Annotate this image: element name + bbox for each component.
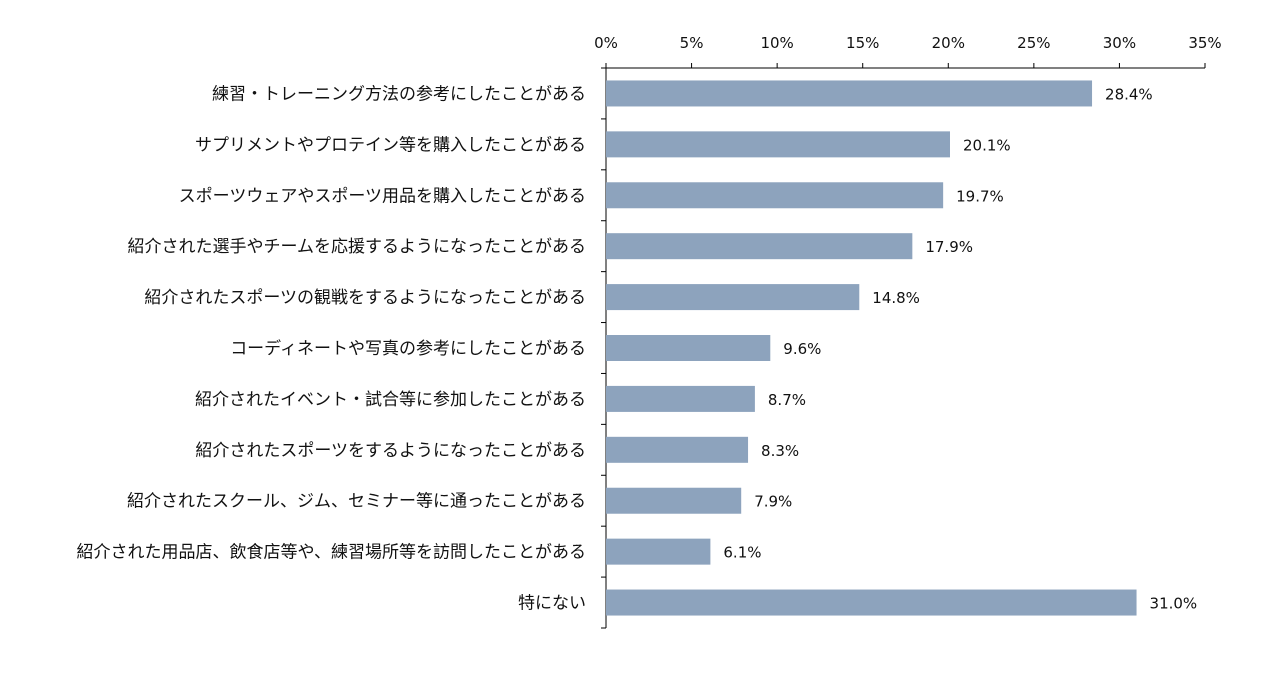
category-label: コーディネートや写真の参考にしたことがある: [230, 338, 586, 359]
bar: [606, 538, 711, 565]
data-label: 17.9%: [925, 238, 973, 256]
x-tick-label: 25%: [1017, 34, 1050, 52]
x-tick-label: 5%: [680, 34, 704, 52]
data-label: 31.0%: [1150, 595, 1198, 613]
data-label: 8.3%: [761, 442, 799, 460]
bar: [606, 589, 1137, 616]
axes-group: 0% 5% 10% 15% 20% 25% 30% 35%: [594, 34, 1222, 629]
bars-group: [606, 80, 1137, 616]
data-label: 14.8%: [872, 289, 920, 307]
bar: [606, 284, 860, 311]
category-label: 紹介されたスポーツの観戦をするようになったことがある: [144, 288, 586, 308]
data-label: 28.4%: [1105, 85, 1153, 103]
bar: [606, 487, 742, 514]
x-tick-label: 20%: [932, 34, 965, 52]
x-tick-label: 10%: [760, 34, 793, 52]
category-label: 紹介されたイベント・試合等に参加したことがある: [195, 390, 586, 410]
category-label: スポーツウェアやスポーツ用品を購入したことがある: [179, 186, 586, 206]
data-label: 7.9%: [754, 493, 792, 511]
category-label: 特にない: [518, 594, 586, 614]
category-label: 紹介された選手やチームを応援するようになったことがある: [128, 237, 587, 257]
category-label: 紹介されたスポーツをするようになったことがある: [195, 441, 586, 461]
bar: [606, 182, 944, 209]
x-tick-label: 30%: [1103, 34, 1136, 52]
data-label: 6.1%: [723, 544, 761, 562]
x-tick-label: 15%: [846, 34, 879, 52]
bar: [606, 131, 950, 158]
category-label: 紹介されたスクール、ジム、セミナー等に通ったことがある: [127, 492, 586, 512]
x-tick-label: 0%: [594, 34, 618, 52]
bar: [606, 436, 749, 463]
bar: [606, 385, 755, 412]
data-label: 19.7%: [956, 187, 1004, 205]
data-label: 20.1%: [963, 136, 1011, 154]
bar: [606, 80, 1093, 107]
bar: [606, 335, 771, 361]
category-label: 紹介された用品店、飲食店等や、練習場所等を訪問したことがある: [77, 543, 587, 563]
data-label: 9.6%: [783, 340, 821, 358]
x-tick-label: 35%: [1188, 34, 1221, 52]
category-label: サプリメントやプロテイン等を購入したことがある: [195, 135, 586, 155]
data-label: 8.7%: [768, 391, 806, 409]
labels-group: 練習・トレーニング方法の参考にしたことがある 28.4% サプリメントやプロテイン等…: [77, 84, 1198, 613]
bar: [606, 233, 913, 260]
category-label: 練習・トレーニング方法の参考にしたことがある: [212, 84, 586, 104]
